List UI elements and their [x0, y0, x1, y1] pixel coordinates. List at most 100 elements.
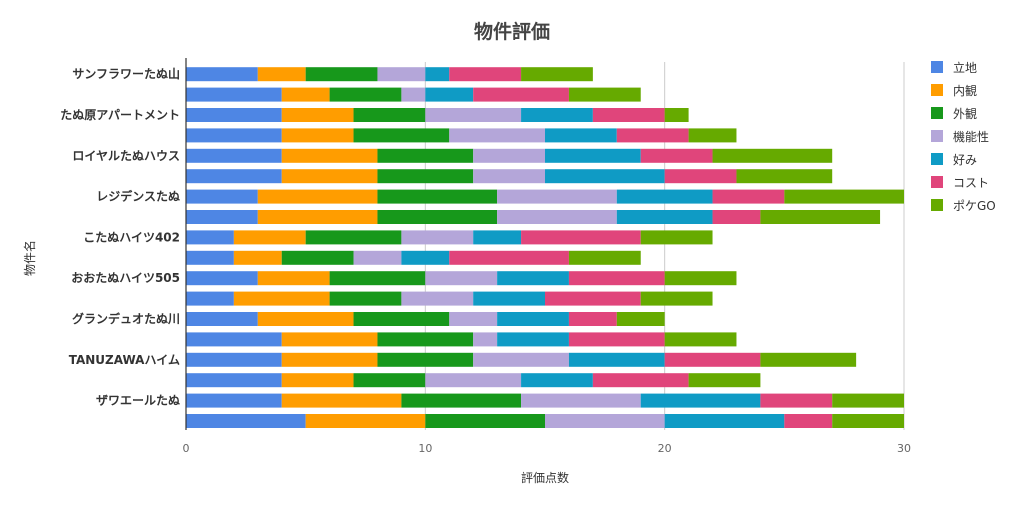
bar-segment [784, 189, 904, 204]
bar-segment [377, 352, 474, 367]
bar-segment [568, 352, 665, 367]
bar-segment [281, 250, 354, 265]
bar-segment [377, 67, 426, 82]
bar-segment [545, 291, 641, 306]
legend-swatch [931, 153, 943, 165]
bar-segment [281, 87, 330, 102]
bar-segment [712, 189, 785, 204]
y-axis-title: 物件名 [22, 240, 37, 276]
bar-segment [568, 271, 665, 286]
bar-segment [640, 148, 713, 163]
bar-segment [449, 67, 522, 82]
y-tick-label: サンフラワーたぬ山 [72, 66, 180, 81]
bar-segment [186, 312, 258, 326]
legend-label: ポケGO [953, 199, 996, 213]
bar-segment [473, 230, 522, 245]
bar-segment [401, 230, 474, 245]
bar-segment [545, 148, 641, 163]
bar-segment [281, 332, 378, 347]
bar-segment [186, 148, 282, 163]
x-axis-title: 評価点数 [521, 470, 569, 485]
bar-segment [257, 312, 354, 326]
bar-segment [521, 108, 593, 122]
bar-segment [257, 67, 306, 82]
bar-segment [664, 414, 785, 428]
bar-segment [688, 373, 761, 388]
bar-segment [473, 332, 498, 347]
bar-segment [568, 312, 617, 326]
bar-segment [497, 312, 569, 326]
bar-segment [473, 291, 545, 306]
bar-segment [305, 414, 426, 428]
bar-segment [186, 250, 234, 265]
bar-segment [377, 332, 474, 347]
bar-segment [186, 210, 258, 224]
bar-segment [521, 373, 593, 388]
bar-segment [377, 148, 474, 163]
legend-label: コスト [953, 176, 989, 190]
grid-lines [424, 62, 905, 430]
bar-segment [640, 230, 713, 245]
bar-segment [497, 189, 617, 204]
legend-label: 外観 [953, 107, 977, 121]
bar-segment [305, 67, 378, 82]
bar-segment [425, 373, 522, 388]
y-tick-label: こたぬハイツ402 [83, 230, 180, 244]
bar-segment [353, 128, 450, 143]
bar-segment [401, 291, 474, 306]
bar-segment [473, 87, 569, 102]
bar-segment [664, 108, 689, 122]
bar-segment [568, 87, 641, 102]
y-tick-labels: サンフラワーたぬ山たぬ原アパートメントロイヤルたぬハウスレジデンスたぬこたぬハイ… [60, 66, 180, 407]
bar-segment [616, 312, 665, 326]
bar-segment [425, 414, 545, 428]
bar-segment [186, 128, 282, 143]
y-tick-label: TANUZAWAハイム [69, 353, 180, 367]
legend-swatch [931, 84, 943, 96]
bar-segment [281, 108, 354, 122]
bar-segment [281, 393, 402, 408]
bar-segment [305, 230, 402, 245]
bar-segment [377, 210, 498, 224]
x-tick-label: 30 [897, 442, 911, 455]
bar-segment [736, 169, 833, 184]
bar-segment [186, 414, 306, 428]
bar-segment [616, 210, 713, 224]
legend-swatch [931, 176, 943, 188]
bar-segment [449, 128, 545, 143]
bar-segment [497, 332, 569, 347]
legend-label: 機能性 [953, 129, 989, 144]
legend-swatch [931, 107, 943, 119]
bar-segment [712, 148, 833, 163]
bar-segment [521, 67, 593, 82]
bar-segment [473, 148, 545, 163]
bar-segment [377, 189, 498, 204]
legend-swatch [931, 199, 943, 211]
y-tick-label: おおたぬハイツ505 [71, 271, 180, 285]
bar-segment [760, 393, 833, 408]
legend-swatch [931, 130, 943, 142]
bar-segment [186, 67, 258, 82]
bar-segment [353, 312, 450, 326]
bar-segment [186, 332, 282, 347]
y-tick-label: ザワエールたぬ [96, 394, 180, 408]
bar-segment [664, 352, 761, 367]
y-tick-label: ロイヤルたぬハウス [72, 149, 180, 163]
bar-segment [592, 108, 665, 122]
legend-swatch [931, 61, 943, 73]
bar-segment [186, 169, 282, 184]
bar-segment [545, 414, 665, 428]
bar-segment [329, 87, 402, 102]
bar-segment [186, 271, 258, 286]
bar-segment [186, 291, 234, 306]
bar-segment [832, 393, 904, 408]
bar-segment [640, 291, 713, 306]
bar-segment [521, 230, 641, 245]
y-tick-label: グランデュオたぬ川 [72, 311, 180, 326]
bar-segment [425, 67, 450, 82]
bar-segment [664, 332, 737, 347]
bar-segment [545, 169, 665, 184]
bar-segment [186, 393, 282, 408]
